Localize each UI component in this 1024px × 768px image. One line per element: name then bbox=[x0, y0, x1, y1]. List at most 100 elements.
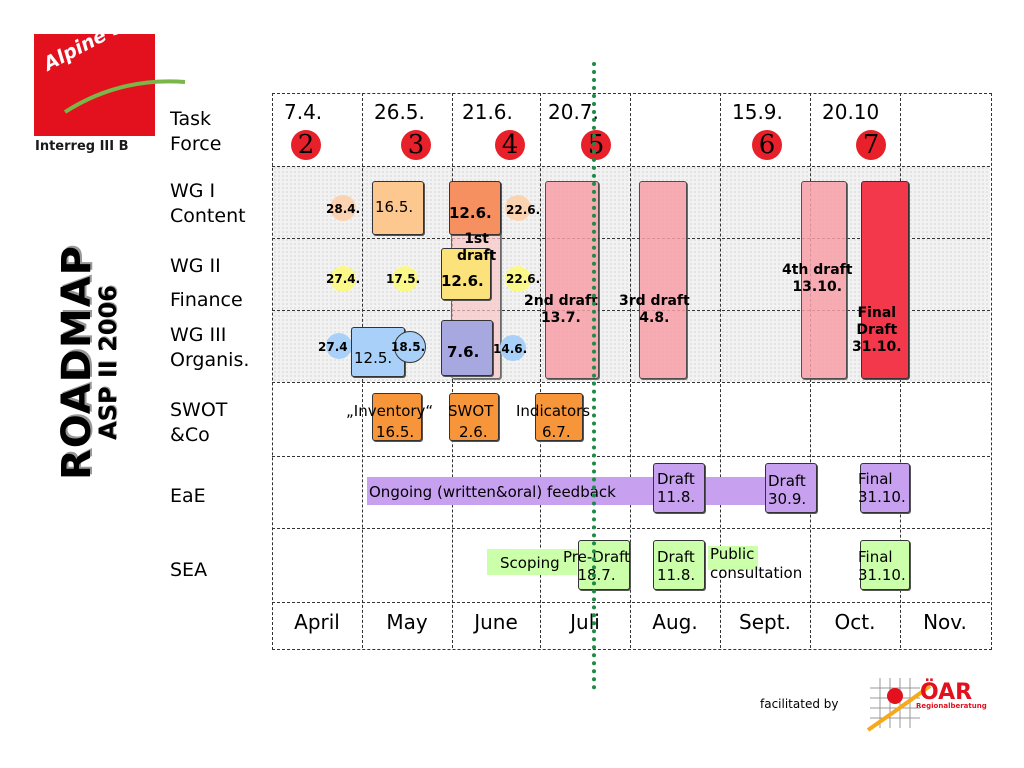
row-label-sea: SEA bbox=[170, 559, 208, 581]
wg1-date-4: 22.6. bbox=[506, 203, 541, 217]
grid-vline bbox=[540, 93, 541, 648]
wg3-dot bbox=[500, 335, 526, 361]
tf-meeting-number: 3 bbox=[401, 130, 431, 160]
wg2-scroll bbox=[441, 248, 491, 300]
eae-feedback-bar bbox=[367, 477, 812, 505]
wg1-scroll-2 bbox=[449, 181, 501, 235]
sea-public-bar bbox=[708, 546, 758, 570]
swot-indicators-date: 6.7. bbox=[542, 423, 571, 441]
final-draft-scroll bbox=[861, 181, 909, 379]
sea-predraft: Pre-Draft 18.7. bbox=[563, 548, 631, 584]
second-draft-scroll bbox=[545, 181, 599, 379]
tf-meeting-number: 4 bbox=[495, 130, 525, 160]
swot-scroll-swot bbox=[449, 393, 499, 441]
wg1-date-3: 12.6. bbox=[449, 204, 492, 222]
eae-draft-scroll-2 bbox=[765, 463, 817, 513]
roadmap-title: ROADMAP ASP II 2006 bbox=[54, 245, 122, 480]
tf-date-4: 20.7. bbox=[548, 100, 599, 124]
month-may: May bbox=[386, 610, 428, 634]
wg1-dot bbox=[330, 195, 356, 221]
wg2-dot bbox=[392, 266, 418, 292]
wg1-dot bbox=[505, 195, 531, 221]
wg2-date-1: 27.4. bbox=[326, 272, 361, 286]
sea-final: Final 31.10. bbox=[858, 548, 906, 584]
sea-draft-scroll bbox=[653, 540, 705, 590]
grid-vline bbox=[720, 93, 721, 648]
today-marker-line bbox=[592, 62, 596, 690]
tf-meeting-number: 6 bbox=[752, 130, 782, 160]
eae-draft-1: Draft 11.8. bbox=[657, 470, 696, 506]
swot-swot-label: SWOT bbox=[448, 402, 494, 420]
fourth-draft-scroll bbox=[801, 181, 847, 379]
tf-date-2: 26.5. bbox=[374, 100, 425, 124]
sea-scoping-bar bbox=[487, 549, 577, 575]
month-sept: Sept. bbox=[739, 610, 791, 634]
row-label-wg3: WG III Organis. bbox=[170, 324, 250, 371]
tf-date-6: 20.10 bbox=[822, 100, 880, 124]
eae-feedback-label: Ongoing (written&oral) feedback bbox=[369, 483, 616, 501]
logo-swoosh bbox=[63, 79, 186, 114]
wg2-date-4: 22.6. bbox=[506, 272, 541, 286]
wg2-first-draft: 1st draft bbox=[457, 231, 497, 264]
wg3-date-2: 12.5. bbox=[354, 349, 393, 367]
wg3-dot bbox=[394, 331, 426, 363]
wg3-date-1: 27.4 bbox=[318, 340, 348, 354]
grid-hline bbox=[272, 456, 990, 457]
tf-meeting-number: 7 bbox=[856, 130, 886, 160]
row-label-wg1: WG I Content bbox=[170, 180, 246, 227]
month-juli: Juli bbox=[570, 610, 600, 634]
logo-subtitle: Interreg III B bbox=[35, 139, 129, 154]
wg3-dot bbox=[326, 333, 352, 359]
swot-inventory-date: 16.5. bbox=[376, 423, 415, 441]
wg3-date-4: 7.6. bbox=[447, 343, 480, 361]
wg2-date-3: 12.6. bbox=[441, 272, 484, 290]
tf-meeting-number: 2 bbox=[291, 130, 321, 160]
row-label-task-force: Task Force bbox=[170, 108, 222, 155]
wg1-date-1: 28.4. bbox=[326, 202, 361, 216]
third-draft-label: 3rd draft 4.8. bbox=[619, 293, 690, 326]
row-label-swot: SWOT &Co bbox=[170, 399, 228, 446]
oar-logo-graphic bbox=[866, 678, 932, 732]
roadmap-grid bbox=[272, 93, 992, 650]
tf-date-3: 21.6. bbox=[462, 100, 513, 124]
facilitated-by-text: facilitated by bbox=[760, 697, 839, 711]
swot-scroll-inventory bbox=[372, 393, 422, 441]
eae-draft-scroll-1 bbox=[653, 463, 705, 513]
month-oct: Oct. bbox=[834, 610, 876, 634]
wg1-date-2: 16.5. bbox=[375, 198, 414, 216]
grid-vline bbox=[630, 93, 631, 648]
month-nov: Nov. bbox=[923, 610, 967, 634]
eae-final: Final 31.10. bbox=[858, 470, 906, 506]
eae-final-scroll bbox=[860, 463, 910, 513]
sea-draft: Draft 11.8. bbox=[657, 548, 696, 584]
tf-meeting-number: 5 bbox=[581, 130, 611, 160]
grid-hline bbox=[272, 528, 990, 529]
eae-draft-2: Draft 30.9. bbox=[768, 472, 807, 508]
tf-date-1: 7.4. bbox=[284, 100, 323, 124]
wg3-scroll-2 bbox=[441, 320, 493, 376]
wg2-dot bbox=[505, 266, 531, 292]
month-april: April bbox=[294, 610, 340, 634]
fourth-draft-label: 4th draft 13.10. bbox=[782, 262, 853, 295]
wg2-date-2: 17.5. bbox=[386, 272, 421, 286]
oar-logo-text: ÖAR bbox=[920, 680, 973, 705]
month-june: June bbox=[474, 610, 518, 634]
month-aug: Aug. bbox=[652, 610, 698, 634]
row-label-wg2: WG II Finance bbox=[170, 255, 243, 311]
row-label-eae: EaE bbox=[170, 485, 206, 507]
grid-hline bbox=[272, 602, 990, 603]
sea-scoping: Scoping bbox=[500, 554, 560, 572]
swot-swot-date: 2.6. bbox=[459, 423, 488, 441]
wg3-date-3: 18.5. bbox=[391, 340, 426, 354]
oar-logo-subtitle: Regionalberatung bbox=[916, 702, 987, 710]
second-draft-label: 2nd draft 13.7. bbox=[524, 293, 598, 326]
wg2-dot bbox=[330, 266, 356, 292]
grid-hline bbox=[272, 382, 990, 383]
tf-date-5: 15.9. bbox=[732, 100, 783, 124]
wg3-date-5: 14.6. bbox=[493, 342, 528, 356]
third-draft-scroll bbox=[639, 181, 687, 379]
final-draft-label: Final Draft 31.10. bbox=[852, 305, 902, 355]
swot-inventory-label: „Inventory“ bbox=[346, 402, 434, 420]
grid-hline bbox=[272, 238, 990, 239]
sea-final-scroll bbox=[860, 540, 910, 590]
